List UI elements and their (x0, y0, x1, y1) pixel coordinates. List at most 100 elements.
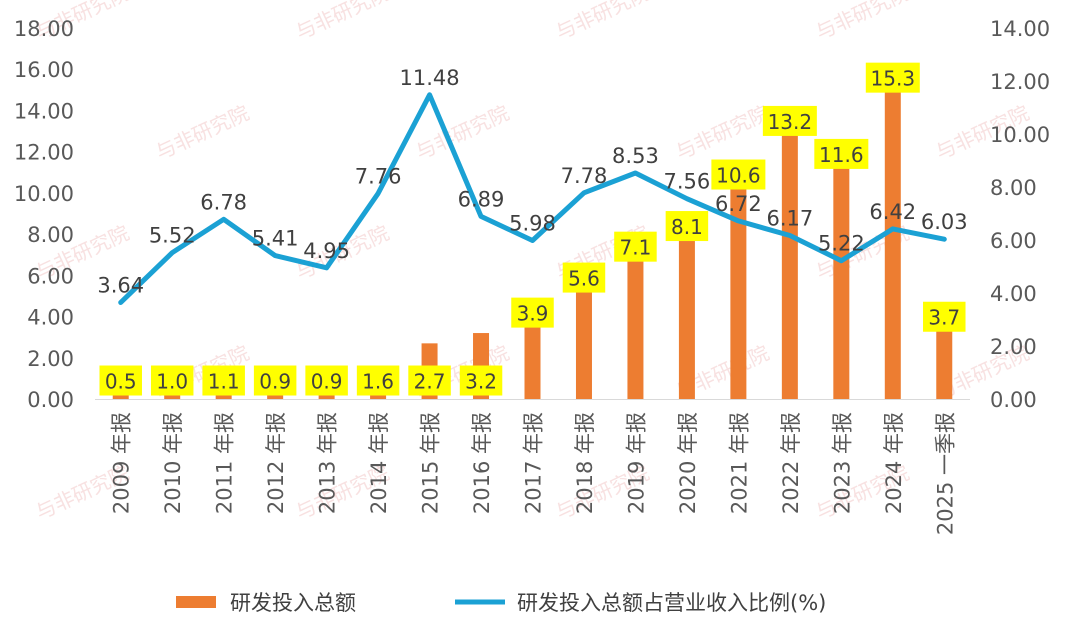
line-data-label: 5.52 (149, 224, 196, 248)
right-axis-tick-label: 10.00 (990, 123, 1050, 147)
bar-label-background (99, 365, 142, 396)
bar-label-text: 3.7 (928, 306, 960, 330)
bar-label-background (408, 365, 451, 396)
x-axis-tick-label: 2024 年报 (882, 412, 906, 514)
bar-label-text: 15.3 (871, 67, 916, 91)
bar-label-text: 3.2 (465, 370, 497, 394)
bar-data-label: 5.6 (562, 262, 606, 293)
bar-label-text: 1.1 (208, 370, 240, 394)
line-data-label: 5.41 (252, 227, 299, 251)
line-data-label: 7.76 (355, 164, 402, 188)
bar-2020-年报 (678, 232, 695, 399)
x-axis-tick-label: 2017 年报 (522, 412, 546, 514)
watermark-text: 与非研究院 (552, 0, 653, 45)
bar-data-label: 8.1 (665, 211, 709, 242)
left-axis-tick-label: 4.00 (27, 306, 74, 330)
line-data-label: 6.78 (200, 190, 247, 214)
bar-label-text: 5.6 (568, 267, 600, 291)
bar-data-label: 11.6 (814, 138, 869, 169)
line-data-label: 6.17 (766, 206, 813, 230)
watermark-text: 与非研究院 (812, 0, 913, 45)
line-data-label: 4.95 (303, 239, 350, 263)
line-data-label: 7.78 (561, 164, 608, 188)
bar-2025-一季报 (936, 322, 953, 399)
x-axis-tick-label: 2018 年报 (573, 412, 597, 514)
left-axis-tick-label: 6.00 (27, 264, 74, 288)
bar-label-text: 0.9 (311, 370, 343, 394)
x-axis-tick-label: 2020 年报 (676, 412, 700, 514)
line-data-label: 6.03 (921, 210, 968, 234)
bar-data-label: 0.9 (305, 365, 348, 396)
x-axis-tick-label: 2015 年报 (419, 412, 443, 514)
legend-bar-label: 研发投入总额 (230, 591, 356, 615)
bar-data-label: 0.5 (99, 365, 142, 396)
watermark-text: 与非研究院 (152, 101, 253, 165)
left-axis-tick-label: 8.00 (27, 223, 74, 247)
legend-line-label: 研发投入总额占营业收入比例(%) (517, 591, 826, 615)
bar-label-text: 11.6 (819, 143, 864, 167)
x-axis: 2009 年报 2010 年报 2011 年报 2012 年报 2013 年报 2014 … (110, 412, 958, 535)
x-axis-tick-label: 2010 年报 (161, 412, 185, 514)
bar-label-text: 8.1 (671, 215, 703, 239)
line-labels-layer: 3.64 5.526.785.414.95 7.76 11.48 6.895.987.7… (97, 66, 967, 298)
bar-data-label: 15.3 (865, 62, 920, 93)
bar-data-label: 13.2 (762, 105, 817, 136)
bar-data-label: 3.9 (511, 297, 554, 328)
bar-label-background (614, 231, 657, 262)
bar-2017-年报 (524, 318, 541, 399)
right-axis-tick-label: 6.00 (990, 229, 1037, 253)
line-data-label: 8.53 (612, 144, 659, 168)
bar-label-text: 0.9 (259, 370, 291, 394)
bar-data-label: 10.6 (711, 159, 766, 190)
bar-data-label: 1.1 (202, 365, 245, 396)
bar-label-background (511, 297, 554, 328)
bar-2023-年报 (833, 159, 850, 399)
bar-data-label: 3.2 (459, 365, 503, 396)
left-axis-tick-label: 12.00 (14, 141, 74, 165)
watermark-text: 与非研究院 (412, 101, 513, 165)
left-axis-tick-label: 0.00 (27, 388, 74, 412)
bar-label-background (356, 365, 400, 396)
left-axis-tick-label: 2.00 (27, 347, 74, 371)
line-data-label: 5.22 (818, 232, 865, 256)
right-axis-tick-label: 4.00 (990, 282, 1037, 306)
right-axis: 0.00 2.00 4.00 6.00 8.00 10.00 12.00 14.00 (990, 17, 1050, 412)
bar-label-text: 3.9 (517, 302, 549, 326)
x-axis-tick-label: 2011 年报 (213, 412, 237, 514)
line-data-label: 3.64 (97, 274, 144, 298)
bar-label-text: 13.2 (768, 110, 813, 134)
right-axis-tick-label: 8.00 (990, 176, 1037, 200)
bar-label-background (711, 159, 766, 190)
left-axis-tick-label: 14.00 (14, 99, 74, 123)
bar-label-background (923, 301, 966, 332)
bar-labels-layer: 0.5 1.0 1.1 0.9 0.9 1.6 2.7 3.2 3.9 5.6 7.1 8.1 10.6… (99, 62, 966, 396)
bar-label-background (762, 105, 817, 136)
bar-data-label: 3.7 (923, 301, 966, 332)
x-axis-tick-label: 2009 年报 (110, 412, 134, 514)
bar-2022-年报 (781, 126, 798, 399)
x-axis-tick-label: 2014 年报 (367, 412, 391, 514)
line-data-label: 6.42 (869, 200, 916, 224)
bar-label-text: 7.1 (620, 236, 652, 260)
left-axis: 0.00 2.00 4.00 6.00 8.00 10.00 12.00 14.00 16.00… (14, 17, 970, 412)
left-axis-tick-label: 18.00 (14, 17, 74, 41)
bar-label-text: 10.6 (716, 164, 761, 188)
right-axis-tick-label: 0.00 (990, 388, 1037, 412)
bar-label-text: 0.5 (105, 370, 137, 394)
watermark-text: 与非研究院 (672, 101, 773, 165)
bar-2024-年报 (884, 83, 901, 400)
watermark-text: 与非研究院 (292, 0, 393, 45)
bar-label-background (202, 365, 245, 396)
line-data-label: 7.56 (664, 170, 711, 194)
right-axis-tick-label: 14.00 (990, 17, 1050, 41)
line-layer (118, 92, 947, 305)
x-axis-tick-label: 2012 年报 (264, 412, 288, 514)
x-axis-tick-label: 2013 年报 (316, 412, 340, 514)
x-axis-tick-label: 2025 一季报 (933, 412, 957, 535)
bar-label-background (253, 365, 297, 396)
bar-label-background (562, 262, 606, 293)
bar-label-background (865, 62, 920, 93)
right-axis-tick-label: 2.00 (990, 335, 1037, 359)
